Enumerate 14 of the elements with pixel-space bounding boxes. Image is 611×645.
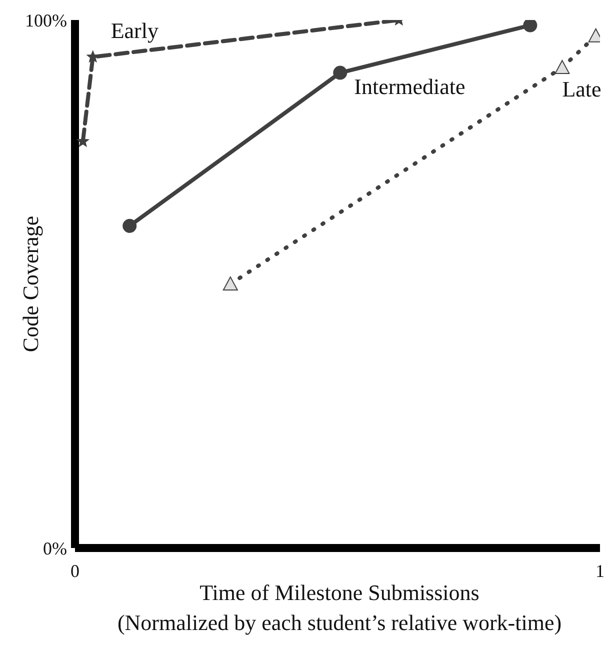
series-label: Early (110, 18, 159, 44)
series-label: Intermediate (354, 74, 466, 99)
point (554, 60, 570, 74)
point (222, 276, 238, 290)
point (333, 66, 348, 80)
x-tick-label: 0 (70, 560, 80, 581)
x-axis-title: Time of Milestone Submissions (Normalized by each student’s relative work-time) (116, 580, 563, 637)
x-tick-label: 1 (596, 560, 604, 581)
point (122, 218, 137, 233)
point (523, 20, 538, 32)
series-label: Late (562, 76, 602, 102)
y-axis-title: Code Coverage (18, 216, 43, 352)
y-tick-label: 0% (43, 538, 67, 558)
y-tick-label: 100% (25, 10, 67, 30)
